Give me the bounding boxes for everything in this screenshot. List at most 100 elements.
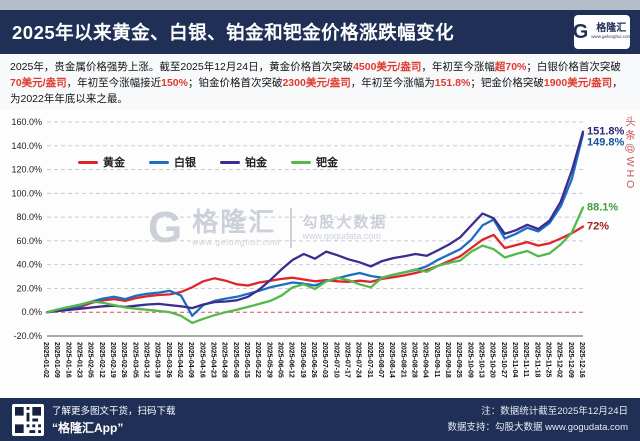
x-tick-label: 2025-04-28 (221, 342, 228, 378)
line-chart-canvas: -20.0% 0.0% 20.0% 40.0% 60.0% 80.0% 100.0% 120.… (11, 117, 625, 378)
x-tick-label: 2025-08-21 (399, 342, 406, 378)
end-value-label: 88.1% (587, 201, 618, 213)
header-bar: 2025年以来黄金、白银、铂金和钯金价格涨跌幅变化 G 格隆汇 www.gelo… (0, 10, 640, 54)
series-line-黄金 (45, 225, 585, 314)
legend-item-铂金: 铂金 (220, 154, 267, 170)
x-tick-label: 2025-04-09 (187, 342, 194, 378)
x-tick-label: 2025-02-26 (120, 342, 127, 378)
legend-label: 白银 (174, 157, 196, 169)
x-tick-label: 2025-01-16 (64, 342, 71, 378)
x-tick-label: 2025-07-24 (355, 342, 362, 378)
legend-label: 黄金 (103, 157, 125, 169)
x-tick-label: 2025-12-02 (556, 342, 563, 378)
description-segment: ；白银价格首次突破 (526, 61, 621, 73)
x-tick-label: 2025-09-25 (455, 342, 462, 378)
logo-brand-name: 格隆汇 (596, 23, 627, 35)
y-tick-label: 120.0% (11, 165, 42, 175)
x-tick-label: 2025-12-09 (567, 342, 574, 378)
legend-item-钯金: 钯金 (291, 154, 338, 170)
x-tick-label: 2025-03-12 (143, 342, 150, 378)
page-title: 2025年以来黄金、白银、铂金和钯金价格涨跌幅变化 (12, 22, 455, 43)
y-tick-label: 140.0% (11, 141, 42, 151)
x-tick-label: 2025-04-02 (176, 342, 183, 378)
x-tick-label: 2025-04-16 (198, 342, 205, 378)
x-tick-label: 2025-11-04 (511, 342, 518, 378)
x-tick-label: 2025-11-18 (533, 342, 540, 378)
gelonghui-logo: G 格隆汇 www.gelonghui.com (572, 15, 632, 49)
chart-legend: 黄金 白银 铂金 钯金 (78, 154, 338, 170)
x-tick-label: 2025-10-27 (500, 342, 507, 378)
summary-paragraph: 2025年，贵金属价格强势上涨。截至2025年12月24日，黄金价格首次突破45… (0, 54, 640, 110)
legend-swatch (220, 160, 240, 164)
y-tick-label: -20.0% (13, 331, 42, 341)
footer-notes: 注：数据统计截至2025年12月24日 数据支持：勾股大数据 www.gogud… (447, 404, 628, 434)
footer-download-hint: 了解更多图文干货，扫码下载 (52, 406, 176, 417)
side-watermark: 头条@WHO (624, 116, 636, 192)
x-tick-label: 2025-03-19 (154, 342, 161, 378)
x-tick-label: 2025-06-26 (310, 342, 317, 378)
footer-app-name: “格隆汇App” (52, 421, 124, 435)
price-change-chart: -20.0% 0.0% 20.0% 40.0% 60.0% 80.0% 100.0% 120.… (0, 110, 640, 398)
y-tick-label: 0.0% (21, 307, 42, 317)
legend-label: 钯金 (316, 157, 338, 169)
description-segment: ；铂金价格首次突破 (187, 76, 283, 89)
x-tick-label: 2025-09-11 (433, 342, 440, 378)
x-tick-label: 2025-08-14 (388, 342, 395, 378)
logo-site-url: www.gelonghui.com (591, 34, 632, 40)
x-tick-label: 2025-08-28 (411, 342, 418, 378)
x-tick-label: 2025-06-12 (288, 342, 295, 378)
end-value-label: 72% (587, 221, 609, 233)
x-tick-label: 2025-06-05 (277, 342, 284, 378)
description-segment: ，年初至今涨幅为 (350, 76, 435, 89)
x-tick-label: 2025-11-11 (522, 342, 529, 377)
x-tick-label: 2025-07-31 (366, 342, 373, 378)
description-segment: ，年初至今涨幅接近 (66, 76, 162, 89)
legend-swatch (291, 160, 311, 164)
description-segment: 1900美元/盎司 (543, 76, 613, 89)
x-tick-label: 2025-04-23 (210, 342, 217, 378)
logo-g-icon: G (572, 20, 589, 43)
x-tick-label: 2025-01-23 (76, 342, 83, 378)
x-tick-label: 2025-12-16 (578, 342, 585, 378)
description-segment: 151.8% (434, 76, 471, 89)
description-segment: 150% (161, 76, 188, 89)
x-tick-label: 2025-05-22 (254, 342, 261, 378)
legend-swatch (149, 160, 169, 164)
legend-item-黄金: 黄金 (78, 154, 125, 170)
series-line-铂金 (45, 130, 585, 314)
qr-code (12, 403, 44, 436)
description-segment: 2025年，贵金属价格强势上涨。截至2025年12月24日，黄金价格首次突破 (10, 61, 354, 73)
footer-left: 了解更多图文干货，扫码下载 “格隆汇App” (12, 403, 447, 436)
x-tick-label: 2025-03-26 (165, 342, 172, 378)
description-segment: ；钯金价格突破 (470, 76, 544, 89)
x-tick-label: 2025-01-02 (42, 342, 49, 378)
legend-label: 铂金 (245, 157, 267, 169)
top-margin-strip (0, 0, 640, 10)
x-tick-label: 2025-07-17 (344, 342, 351, 378)
legend-swatch (78, 160, 98, 164)
x-tick-label: 2025-08-07 (377, 342, 384, 378)
x-tick-label: 2025-05-29 (265, 342, 272, 378)
x-tick-label: 2025-10-13 (478, 342, 485, 378)
description-segment: 2300美元/盎司 (282, 76, 351, 89)
x-tick-label: 2025-10-20 (489, 342, 496, 378)
y-tick-label: 80.0% (16, 212, 42, 222)
footer-note-date: 注：数据统计截至2025年12月24日 (481, 406, 628, 418)
x-tick-label: 2025-02-05 (87, 342, 94, 378)
series-line-钯金 (45, 206, 585, 325)
end-value-label: 149.8% (587, 137, 625, 149)
footer-data-support: 数据支持：勾股大数据 www.gogudata.com (447, 421, 628, 433)
x-tick-label: 2025-05-15 (243, 342, 250, 378)
y-tick-label: 160.0% (11, 117, 42, 127)
x-tick-label: 2025-01-09 (53, 342, 60, 378)
x-tick-label: 2025-10-09 (466, 342, 473, 378)
description-text: 2025年，贵金属价格强势上涨。截至2025年12月24日，黄金价格首次突破45… (10, 61, 623, 105)
x-tick-label: 2025-09-18 (444, 342, 451, 378)
x-tick-label: 2025-07-03 (321, 342, 328, 378)
x-tick-label: 2025-06-19 (299, 342, 306, 378)
description-segment: 70美元/盎司 (10, 76, 67, 89)
description-segment: 4500美元/盎司 (353, 61, 422, 73)
x-tick-label: 2025-11-25 (545, 342, 552, 378)
y-tick-label: 60.0% (16, 236, 42, 246)
